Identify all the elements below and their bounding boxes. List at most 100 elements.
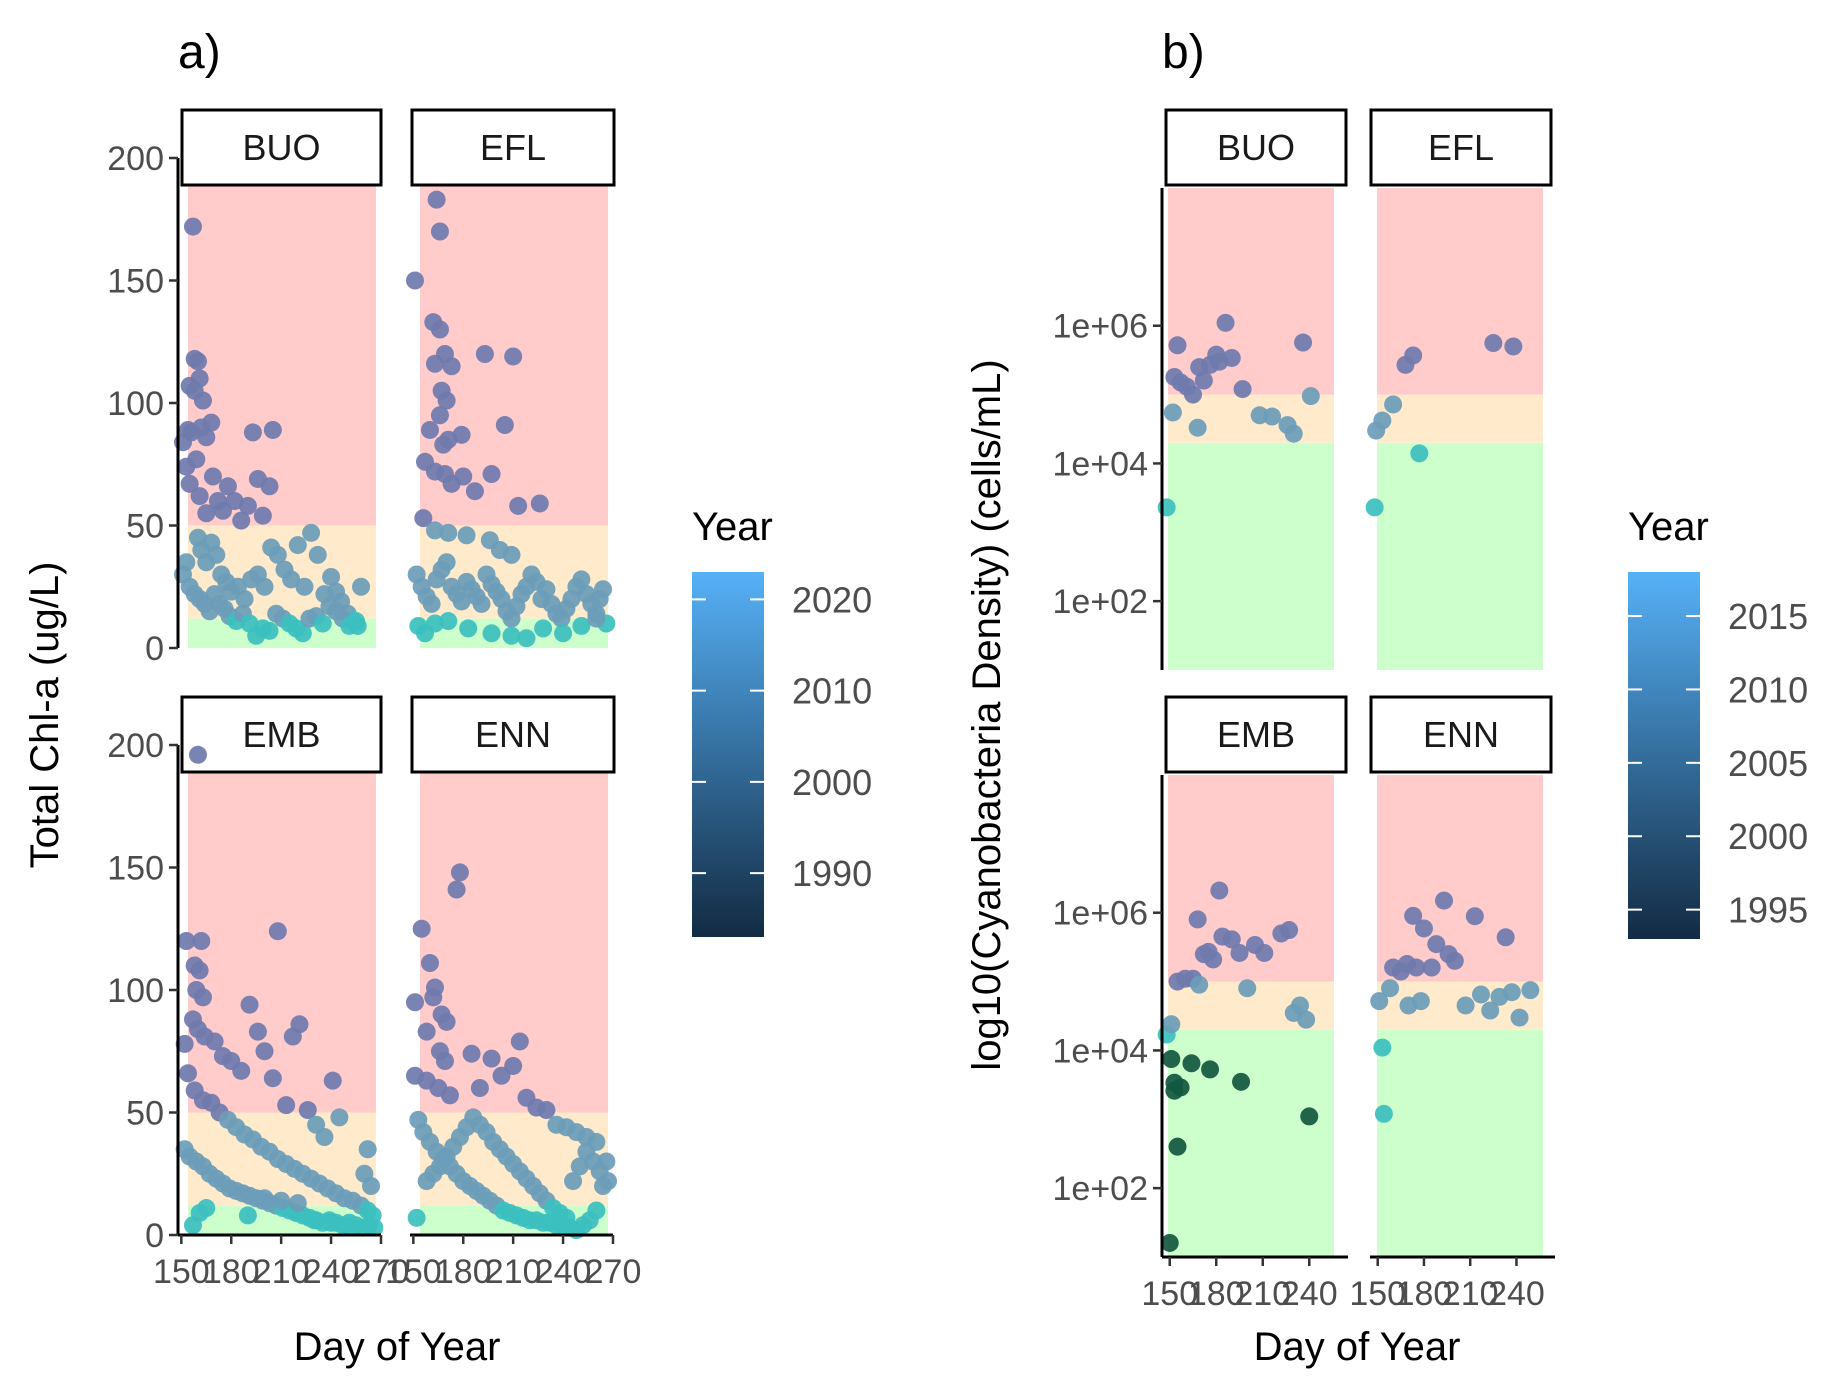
data-point <box>177 553 196 572</box>
data-point <box>305 1211 324 1230</box>
data-point <box>1427 935 1446 954</box>
data-point <box>1168 1137 1187 1156</box>
data-point <box>465 482 484 501</box>
x-tick-label: 150 <box>153 1253 210 1291</box>
data-point <box>430 320 449 339</box>
data-point <box>504 347 523 366</box>
data-point <box>1422 958 1441 977</box>
facet-label-enn-1: ENN <box>1423 714 1499 755</box>
data-point <box>509 496 528 515</box>
data-point <box>1521 981 1540 1000</box>
x-tick-label: 150 <box>1141 1275 1198 1313</box>
y-tick-label: 1e+02 <box>1053 1170 1149 1208</box>
y-tick-label: 50 <box>126 1095 164 1133</box>
data-point <box>450 863 469 882</box>
data-point <box>407 1208 426 1227</box>
data-point <box>268 922 287 941</box>
data-point <box>322 1213 341 1232</box>
data-point <box>572 616 591 635</box>
x-tick-label: 150 <box>385 1253 442 1291</box>
data-point <box>288 536 307 555</box>
y-tick-label: 150 <box>107 263 164 301</box>
y-tick-label: 200 <box>107 727 164 765</box>
data-point <box>183 217 202 236</box>
data-point <box>1232 1072 1251 1091</box>
facet-strip-enn-0 <box>410 695 616 774</box>
data-point <box>248 1022 267 1041</box>
data-point <box>430 222 449 241</box>
data-point <box>362 1177 381 1195</box>
y-tick-label: 200 <box>107 140 164 178</box>
data-point <box>1301 387 1320 406</box>
data-point <box>255 1189 274 1208</box>
data-point <box>188 745 207 764</box>
data-point <box>322 567 341 586</box>
data-point <box>1496 928 1515 947</box>
data-point <box>442 357 461 376</box>
data-point <box>197 504 216 523</box>
data-point <box>330 1108 349 1127</box>
x-tick-label: 240 <box>535 1253 592 1291</box>
x-tick-label: 210 <box>485 1253 542 1291</box>
data-point <box>537 1101 556 1120</box>
data-point <box>1201 1060 1220 1079</box>
y-tick-label: 1e+02 <box>1053 583 1149 621</box>
y-tick-label: 100 <box>107 972 164 1010</box>
data-point <box>417 1022 436 1041</box>
data-point <box>472 594 491 613</box>
data-point <box>187 450 206 469</box>
data-point <box>1411 992 1430 1011</box>
data-point <box>263 420 282 439</box>
data-point <box>439 523 458 542</box>
data-point <box>437 391 456 410</box>
data-point <box>1188 418 1207 437</box>
zone-red-enn-0 <box>420 745 608 1113</box>
facet-strip-buo-1 <box>1164 108 1348 187</box>
data-point <box>437 553 456 572</box>
data-point <box>192 932 211 950</box>
facet-label-efl-1: EFL <box>1428 127 1494 168</box>
panel-a-colorbar <box>692 572 764 937</box>
data-point <box>462 1044 481 1063</box>
data-point <box>420 954 439 973</box>
zone-red-buo-0 <box>188 158 376 526</box>
data-point <box>557 1208 576 1227</box>
data-point <box>564 1172 583 1191</box>
data-point <box>447 880 466 899</box>
data-point <box>1162 1050 1181 1069</box>
data-point <box>1233 380 1252 399</box>
data-point <box>420 420 439 439</box>
data-point <box>175 1034 194 1053</box>
data-point <box>180 474 199 493</box>
data-point <box>272 1191 291 1210</box>
data-point <box>1484 334 1503 353</box>
data-point <box>1162 1015 1181 1034</box>
facet-label-efl-0: EFL <box>480 127 546 168</box>
data-point <box>1297 1010 1316 1029</box>
panel-a-xlabel: Day of Year <box>294 1325 501 1369</box>
data-point <box>454 467 473 486</box>
legend-label: 1995 <box>1728 890 1808 931</box>
data-point <box>1435 891 1453 910</box>
data-point <box>502 626 521 645</box>
data-point <box>323 1071 342 1090</box>
facet-label-buo-1: BUO <box>1217 127 1295 168</box>
data-point <box>510 1032 529 1051</box>
data-point <box>1502 983 1521 1002</box>
facet-label-emb-0: EMB <box>242 714 320 755</box>
data-point <box>1280 921 1299 940</box>
data-point <box>554 624 573 643</box>
data-point <box>277 1096 296 1115</box>
x-tick-label: 270 <box>585 1253 642 1291</box>
y-tick-label: 0 <box>145 630 164 668</box>
data-point <box>1504 337 1523 356</box>
x-tick-label: 180 <box>203 1253 260 1291</box>
facet-label-emb-1: EMB <box>1217 714 1295 755</box>
facet-strip-efl-0 <box>410 108 616 187</box>
x-tick-label: 210 <box>253 1253 310 1291</box>
data-point <box>1384 395 1403 414</box>
data-point <box>1300 1107 1319 1126</box>
data-point <box>218 477 237 496</box>
